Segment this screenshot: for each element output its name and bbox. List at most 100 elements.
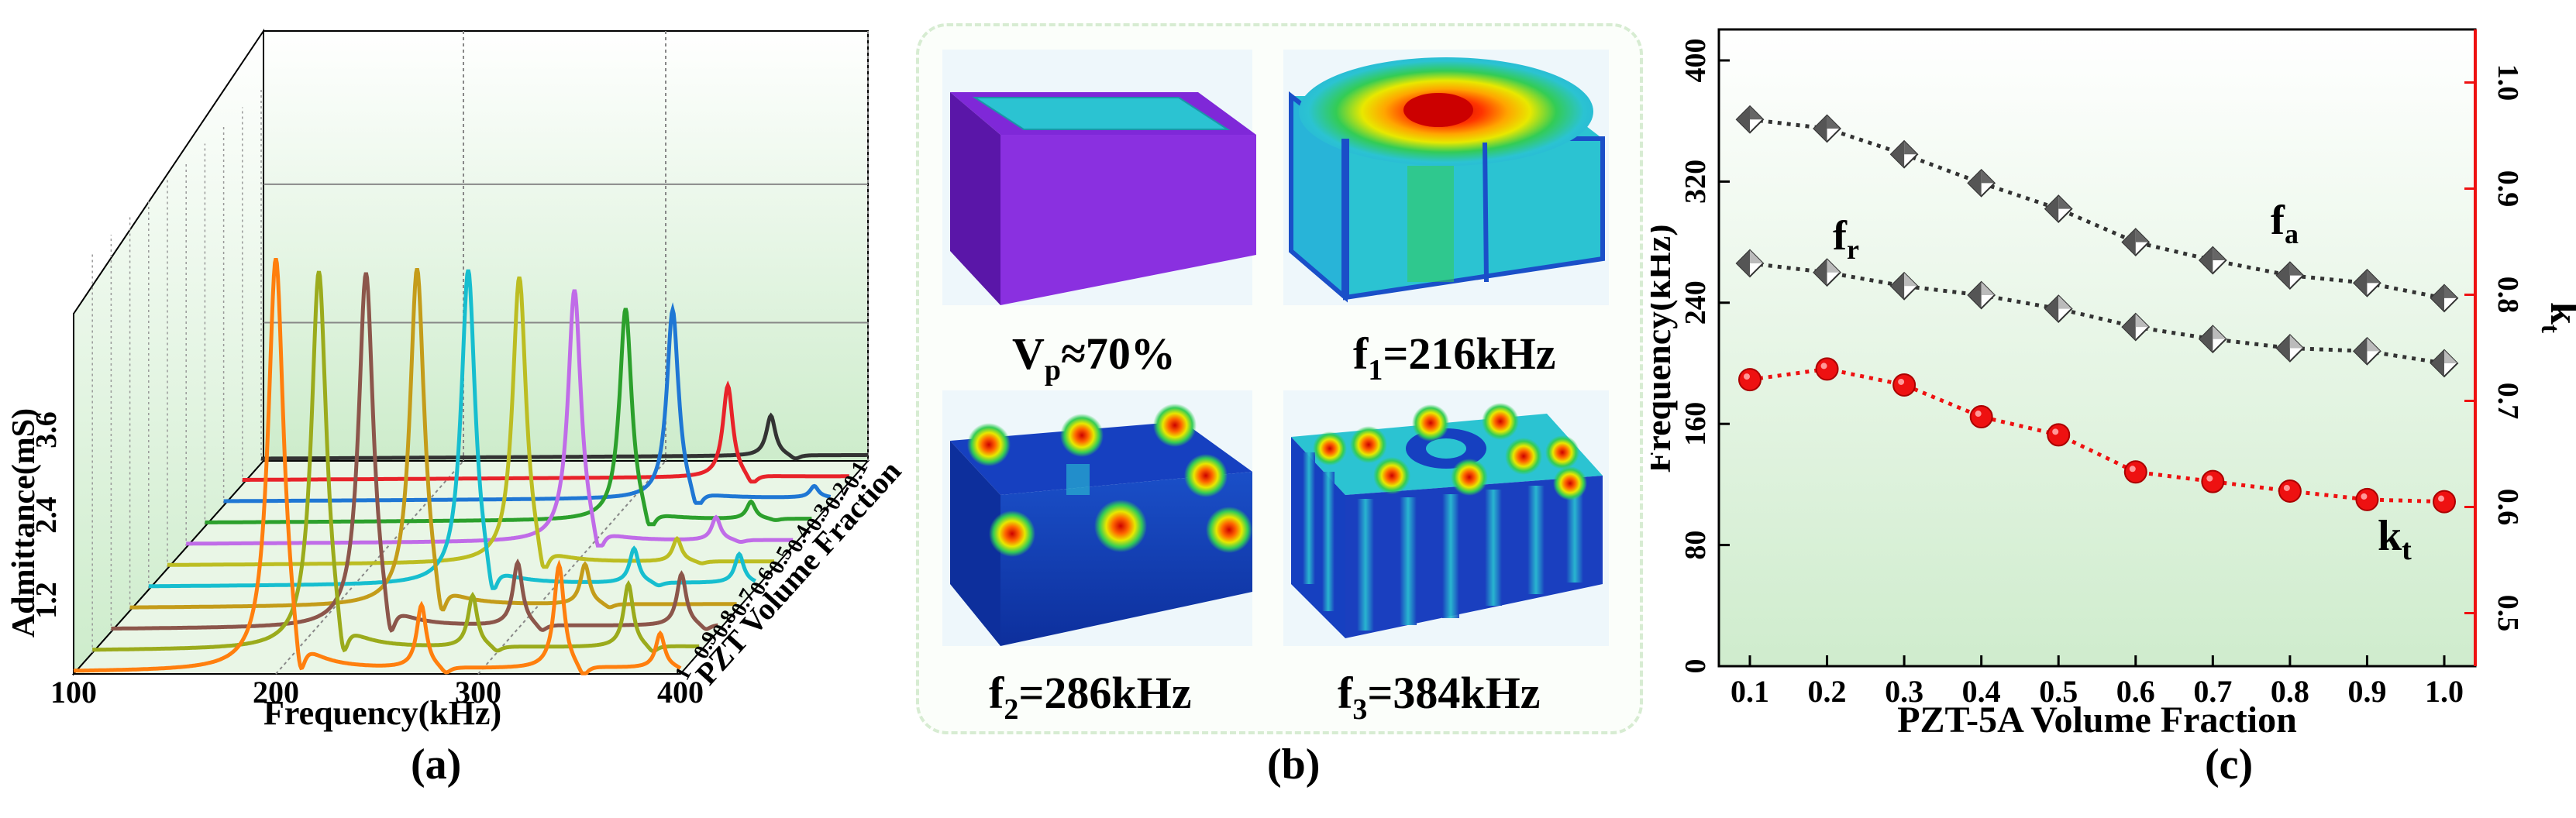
c-y2-axis-label: kt bbox=[2536, 302, 2576, 334]
caption-a: (a) bbox=[411, 741, 462, 789]
y-tick-label: 3.6 bbox=[30, 411, 63, 449]
diamond-point-fa bbox=[1813, 114, 1841, 143]
diamond-point-fr bbox=[2430, 349, 2459, 378]
kt-point-highlight bbox=[2283, 484, 2290, 491]
kt-point-highlight bbox=[1975, 411, 1982, 418]
kt-point bbox=[1738, 368, 1762, 392]
c-y2-tick-label: 1.0 bbox=[2492, 64, 2524, 101]
kt-point bbox=[2433, 490, 2456, 514]
label-vp: Vp≈70% bbox=[1012, 328, 1176, 387]
panel-b-fea-modes: Vp≈70% f1=216kHz f2=286kHz f3=384kHz bbox=[916, 23, 1643, 734]
c-y2-tick-label: 0.7 bbox=[2492, 383, 2524, 420]
kt-point-highlight bbox=[2129, 466, 2136, 473]
floor-grid-line bbox=[275, 460, 464, 675]
kt-point-highlight bbox=[1898, 378, 1905, 385]
kt-point-highlight bbox=[2206, 475, 2213, 482]
admittance-curve-0.5 bbox=[167, 276, 774, 569]
diamond-point-fa bbox=[2198, 246, 2227, 275]
y-axis-label: Admittance(mS) bbox=[6, 408, 42, 638]
c-y2-tick-label: 0.8 bbox=[2492, 277, 2524, 314]
c-x-tick-label: 0.1 bbox=[1731, 674, 1769, 709]
diamond-point-fa bbox=[2044, 194, 2073, 224]
c-x-tick-label: 0.4 bbox=[1962, 674, 2001, 709]
c-x-tick-label: 0.9 bbox=[2347, 674, 2386, 709]
c-x-tick-label: 0.8 bbox=[2271, 674, 2309, 709]
c-y2-tick-label: 0.5 bbox=[2492, 595, 2524, 632]
diamond-point-fr bbox=[1889, 271, 1919, 301]
diamond-point-fr bbox=[1813, 258, 1841, 287]
c-x-tick-label: 0.5 bbox=[2039, 674, 2078, 709]
diamond-point-fa bbox=[1967, 168, 1996, 198]
tile-mode-f3 bbox=[1283, 390, 1609, 646]
x-tick-label: 300 bbox=[455, 675, 501, 710]
c-y-tick-label: 0 bbox=[1679, 659, 1712, 674]
floor-grid-line bbox=[477, 460, 666, 675]
y-tick-label: 2.4 bbox=[30, 497, 63, 534]
c-x-tick-label: 0.6 bbox=[2116, 674, 2155, 709]
kt-point bbox=[1815, 357, 1839, 381]
diamond-point-fr bbox=[2044, 294, 2073, 324]
admittance-curve-0.9 bbox=[92, 270, 700, 654]
diamond-point-fa bbox=[2275, 261, 2305, 290]
c-y-tick-label: 80 bbox=[1679, 531, 1712, 560]
caption-c: (c) bbox=[2205, 741, 2254, 789]
panel-a-3d-admittance-chart: 100 200 300 4001.22.43.610.90.80.70.60.50.4… bbox=[6, 28, 907, 732]
diamond-point-fr bbox=[2353, 336, 2381, 366]
caption-b: (b) bbox=[1267, 741, 1321, 789]
x-tick-label: 100 bbox=[50, 675, 97, 710]
tile-vp-model bbox=[942, 50, 1256, 305]
label-kt: kt bbox=[2378, 512, 2412, 566]
kt-point bbox=[2278, 479, 2302, 503]
admittance-curve-0.2 bbox=[223, 302, 832, 505]
diamond-point-fr bbox=[2121, 312, 2151, 342]
label-f2: f2=286kHz bbox=[989, 668, 1192, 726]
kt-point-highlight bbox=[1744, 373, 1750, 380]
c-y-tick-label: 240 bbox=[1679, 280, 1712, 325]
label-fr: fr bbox=[1833, 212, 1859, 265]
admittance-curve-0.7 bbox=[129, 267, 737, 612]
diamond-point-fr bbox=[1735, 249, 1765, 278]
label-f3: f3=384kHz bbox=[1338, 668, 1541, 726]
c-y-tick-label: 320 bbox=[1679, 160, 1712, 204]
c-y-axis-label: Frequency(kHz) bbox=[1651, 224, 1678, 473]
label-fa: fa bbox=[2271, 197, 2299, 249]
admittance-curve-0.6 bbox=[148, 269, 756, 590]
back-wall bbox=[263, 30, 869, 462]
diamond-point-fa bbox=[2430, 284, 2459, 313]
admittance-curve-0.1 bbox=[242, 380, 849, 484]
diamond-point-fr bbox=[2198, 325, 2227, 354]
c-x-tick-label: 1.0 bbox=[2425, 674, 2464, 709]
kt-point bbox=[2201, 469, 2225, 493]
panel-c-frequency-kt-chart: 0 80 160 240 320 400 0.5 0.6 0.7 0.8 0.9 1.0 0.1 0.2 0… bbox=[1651, 28, 2576, 741]
kt-point-highlight bbox=[1820, 363, 1827, 369]
kt-point bbox=[2047, 423, 2071, 447]
diamond-point-fa bbox=[2353, 268, 2381, 297]
c-x-axis-label: PZT-5A Volume Fraction bbox=[1897, 699, 2297, 741]
c-x-tick-label: 0.2 bbox=[1808, 674, 1847, 709]
c-y2-tick-label: 0.6 bbox=[2492, 489, 2524, 526]
diamond-point-fr bbox=[1967, 280, 1996, 310]
diamond-point-fr bbox=[2275, 334, 2305, 363]
x-axis-label: Frequency(kHz) bbox=[263, 694, 501, 732]
c-y2-tick-label: 0.9 bbox=[2492, 170, 2524, 208]
kt-point-highlight bbox=[2438, 495, 2444, 502]
kt-point bbox=[1892, 373, 1917, 397]
x-tick-label: 400 bbox=[657, 675, 704, 710]
kt-point bbox=[2355, 487, 2379, 511]
kt-point bbox=[2123, 460, 2147, 484]
tile-mode-f2 bbox=[942, 390, 1252, 646]
c-y-tick-label: 400 bbox=[1679, 39, 1712, 83]
diamond-point-fa bbox=[1889, 139, 1919, 169]
tile-mode-f1 bbox=[1283, 50, 1609, 305]
c-y-tick-label: 160 bbox=[1679, 402, 1712, 446]
x-tick-label: 200 bbox=[253, 675, 299, 710]
y-tick-label: 1.2 bbox=[30, 582, 63, 619]
c-x-tick-label: 0.7 bbox=[2193, 674, 2232, 709]
series-line-fa bbox=[1749, 117, 2445, 301]
c-x-tick-label: 0.3 bbox=[1885, 674, 1923, 709]
admittance-curve-0.8 bbox=[111, 272, 718, 633]
label-f1: f1=216kHz bbox=[1353, 328, 1556, 387]
diamond-point-fa bbox=[1735, 105, 1765, 134]
kt-point-highlight bbox=[2361, 493, 2368, 500]
kt-point-highlight bbox=[2052, 428, 2059, 435]
